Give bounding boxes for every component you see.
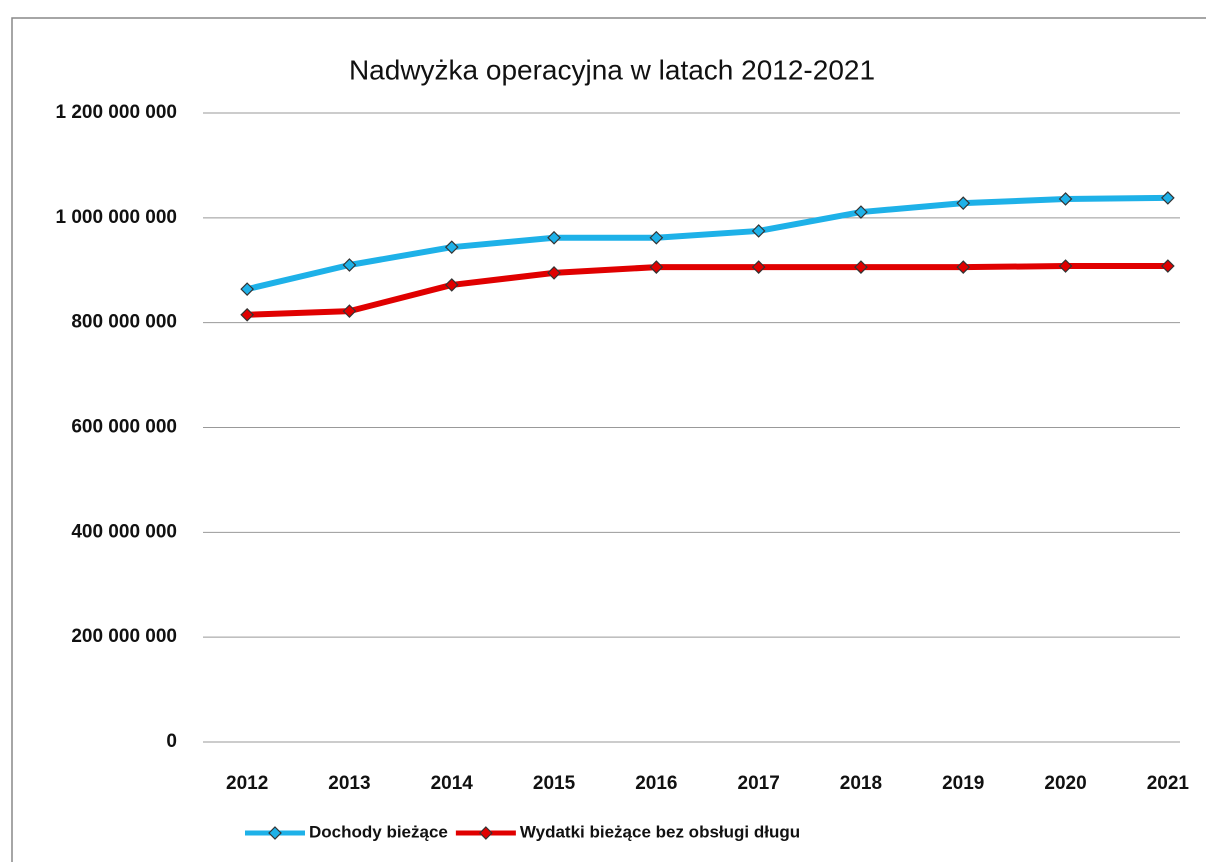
x-tick-label: 2016 [635, 773, 677, 794]
x-tick-label: 2015 [533, 773, 576, 794]
marker [342, 258, 357, 272]
y-tick-label: 0 [166, 731, 177, 752]
marker [240, 282, 254, 296]
marker [444, 240, 459, 255]
marker [547, 266, 561, 280]
legend-label: Wydatki bieżące bez obsługi długu [520, 822, 800, 841]
y-tick-label: 1 200 000 000 [55, 102, 177, 123]
x-tick-label: 2012 [226, 773, 268, 794]
series-line [247, 263, 1168, 318]
marker [342, 304, 357, 318]
marker [1161, 191, 1175, 205]
series-line [246, 194, 1168, 293]
marker [240, 307, 254, 322]
x-tick-label: 2013 [328, 773, 370, 794]
marker [1058, 192, 1073, 206]
marker [956, 196, 971, 211]
x-tick-label: 2017 [738, 773, 780, 794]
marker [751, 224, 766, 238]
marker [547, 230, 561, 245]
y-tick-label: 800 000 000 [71, 312, 177, 333]
chart-title: Nadwyżka operacyjna w latach 2012-2021 [349, 54, 875, 85]
chart-frame [11, 17, 1206, 862]
x-tick-label: 2014 [431, 773, 474, 794]
legend-marker [479, 826, 493, 840]
x-tick-label: 2019 [942, 773, 984, 794]
y-tick-label: 600 000 000 [71, 417, 177, 438]
y-tick-label: 200 000 000 [71, 626, 177, 647]
marker [649, 260, 664, 274]
marker [751, 260, 766, 274]
marker [1058, 259, 1073, 273]
legend-marker [268, 826, 282, 840]
marker [854, 260, 868, 274]
x-tick-label: 2021 [1147, 773, 1190, 794]
y-tick-label: 400 000 000 [71, 521, 177, 542]
x-tick-label: 2020 [1044, 773, 1086, 794]
y-tick-label: 1 000 000 000 [55, 207, 177, 228]
x-tick-label: 2018 [840, 773, 882, 794]
marker [956, 260, 971, 274]
marker [854, 205, 868, 219]
marker [444, 278, 459, 292]
marker [649, 230, 664, 245]
legend-label: Dochody bieżące [309, 822, 448, 841]
marker [1161, 259, 1175, 273]
